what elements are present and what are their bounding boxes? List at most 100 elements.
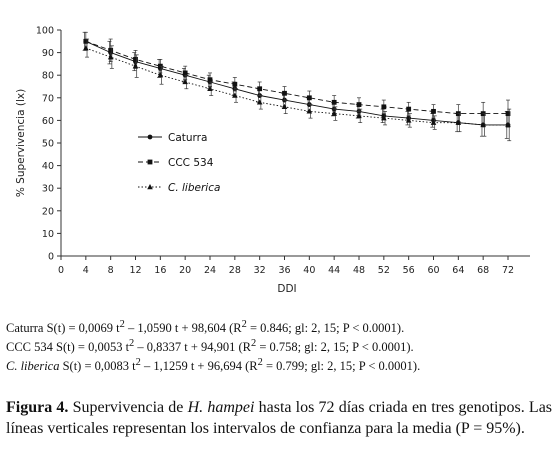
x-tick-label-20: 20 bbox=[179, 265, 191, 276]
data-point-1-7 bbox=[257, 86, 263, 92]
equation-caturra-lhs: S(t) = 0,0069 t bbox=[43, 321, 120, 336]
y-axis-ticks: 0 10 20 30 40 50 60 70 80 90 100 bbox=[36, 26, 61, 263]
equation-caturra-rhs: = 0.846; gl: 2, 15; P < 0.0001). bbox=[246, 321, 405, 336]
x-tick-label-56: 56 bbox=[403, 265, 415, 276]
caption-text-after: hasta los 72 días criada en tres genotip… bbox=[6, 399, 553, 437]
x-tick-label-68: 68 bbox=[477, 265, 489, 276]
y-tick-label-0: 0 bbox=[48, 252, 54, 263]
data-point-1-4 bbox=[182, 70, 188, 76]
figure-caption: Figura 4. Supervivencia de H. hampei has… bbox=[6, 397, 552, 439]
y-tick-label-60: 60 bbox=[42, 116, 54, 127]
data-point-2-4 bbox=[182, 78, 188, 85]
x-tick-label-28: 28 bbox=[229, 265, 241, 276]
data-point-2-8 bbox=[281, 103, 288, 110]
x-tick-label-60: 60 bbox=[427, 265, 439, 276]
caption-text-before: Supervivencia de bbox=[68, 399, 188, 416]
x-tick-label-44: 44 bbox=[328, 265, 340, 276]
y-tick-label-50: 50 bbox=[42, 139, 54, 150]
legend-marker-2 bbox=[147, 184, 153, 190]
equation-caturra: Caturra S(t) = 0,0069 t2 – 1,0590 t + 98… bbox=[6, 319, 404, 336]
equation-ccc534-sup2: 2 bbox=[251, 338, 257, 349]
data-point-1-10 bbox=[331, 99, 337, 105]
data-point-2-0 bbox=[83, 45, 89, 51]
equation-ccc534: CCC 534 S(t) = 0,0053 t 2 – 0,8337 t + 94… bbox=[6, 338, 414, 355]
x-tick-label-32: 32 bbox=[254, 265, 266, 276]
y-tick-label-100: 100 bbox=[36, 26, 54, 37]
equation-ccc534-genotype: CCC 534 bbox=[6, 340, 53, 355]
series-1 bbox=[83, 31, 511, 128]
data-point-1-1 bbox=[108, 47, 114, 53]
data-point-1-17 bbox=[505, 111, 511, 117]
data-point-2-5 bbox=[207, 85, 213, 91]
data-point-2-12 bbox=[381, 115, 387, 121]
y-tick-label-40: 40 bbox=[42, 161, 54, 172]
x-tick-label-36: 36 bbox=[278, 265, 290, 276]
y-tick-label-70: 70 bbox=[42, 93, 54, 104]
series-line-1 bbox=[85, 40, 508, 115]
equation-liberica-rhs: = 0.799; gl: 2, 15; P < 0.0001). bbox=[262, 359, 421, 374]
data-point-1-12 bbox=[381, 104, 387, 110]
equation-caturra-sup2: 2 bbox=[241, 319, 247, 330]
x-tick-label-52: 52 bbox=[378, 265, 390, 276]
data-point-2-6 bbox=[232, 92, 238, 98]
equation-liberica-genotype: C. liberica bbox=[6, 359, 60, 374]
equation-caturra-genotype: Caturra bbox=[6, 321, 44, 336]
data-point-1-0 bbox=[83, 38, 89, 44]
equation-liberica-mid: – 1,1259 t + 96,694 (R bbox=[140, 359, 258, 374]
legend-marker-0 bbox=[147, 134, 153, 140]
y-tick-label-80: 80 bbox=[42, 71, 54, 82]
data-point-2-1 bbox=[107, 54, 114, 60]
data-point-1-6 bbox=[232, 81, 238, 87]
data-point-2-17 bbox=[505, 121, 511, 128]
y-tick-label-90: 90 bbox=[42, 48, 54, 59]
equation-caturra-sup1: 2 bbox=[119, 319, 125, 330]
series-line-2 bbox=[85, 47, 508, 126]
data-point-1-9 bbox=[306, 95, 312, 101]
x-axis-ticks: 0 4 8 12 16 20 24 28 32 36 40 44 48 52 56 60 64 68 72 bbox=[58, 256, 514, 276]
legend-marker-1 bbox=[147, 159, 153, 165]
legend-label-1: CCC 534 bbox=[168, 157, 214, 169]
x-tick-label-4: 4 bbox=[83, 265, 89, 276]
equation-liberica-sup2: 2 bbox=[257, 357, 263, 368]
x-tick-label-16: 16 bbox=[154, 265, 166, 276]
caption-species: H. hampei bbox=[187, 399, 255, 416]
x-tick-label-8: 8 bbox=[108, 265, 114, 276]
series-layer bbox=[82, 31, 512, 142]
equation-caturra-mid: – 1,0590 t + 98,604 (R bbox=[124, 321, 242, 336]
data-point-1-13 bbox=[406, 106, 412, 112]
x-tick-label-72: 72 bbox=[502, 265, 514, 276]
x-tick-label-0: 0 bbox=[58, 265, 64, 276]
data-point-2-9 bbox=[306, 108, 313, 114]
x-tick-label-40: 40 bbox=[303, 265, 315, 276]
y-tick-label-10: 10 bbox=[42, 229, 54, 240]
data-point-2-15 bbox=[455, 119, 462, 125]
x-tick-label-24: 24 bbox=[204, 265, 216, 276]
data-point-1-11 bbox=[356, 102, 362, 107]
data-point-2-10 bbox=[331, 110, 337, 116]
x-tick-label-48: 48 bbox=[353, 265, 365, 276]
x-axis-label: DDI bbox=[277, 283, 296, 295]
data-point-2-3 bbox=[157, 72, 164, 78]
legend-label-0: Caturra bbox=[168, 132, 207, 144]
equation-liberica-lhs: S(t) = 0,0083 t bbox=[59, 359, 136, 374]
equation-ccc534-rhs: = 0.758; gl: 2, 15; P < 0.0001). bbox=[256, 340, 414, 355]
caption-label: Figura 4. bbox=[6, 399, 69, 416]
series-2 bbox=[83, 38, 512, 142]
equation-liberica-sup1: 2 bbox=[135, 357, 141, 368]
data-point-2-13 bbox=[405, 117, 412, 123]
series-line-0 bbox=[85, 40, 508, 126]
equation-ccc534-lhs: S(t) = 0,0053 t bbox=[52, 340, 130, 355]
x-tick-label-12: 12 bbox=[129, 265, 141, 276]
x-tick-label-64: 64 bbox=[452, 265, 464, 276]
y-axis-label: % Supervivencia (lx) bbox=[15, 89, 27, 197]
y-tick-label-30: 30 bbox=[42, 184, 54, 195]
data-point-1-14 bbox=[431, 108, 436, 114]
data-point-2-14 bbox=[430, 119, 437, 125]
data-point-1-8 bbox=[282, 90, 287, 96]
equation-liberica: C. liberica S(t) = 0,0083 t2 – 1,1259 t … bbox=[6, 357, 420, 374]
y-tick-label-20: 20 bbox=[42, 206, 54, 217]
equation-ccc534-mid: – 0,8337 t + 94,901 (R bbox=[134, 340, 252, 355]
data-point-2-16 bbox=[480, 121, 486, 128]
data-point-1-5 bbox=[207, 77, 213, 83]
